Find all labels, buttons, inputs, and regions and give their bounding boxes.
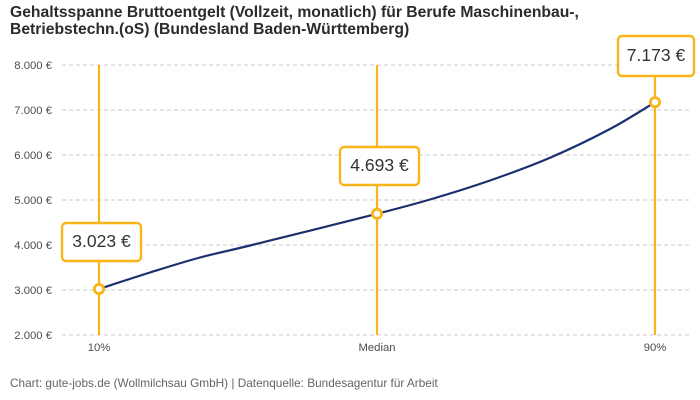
svg-text:4.000 €: 4.000 €: [14, 240, 52, 252]
svg-text:5.000 €: 5.000 €: [14, 195, 52, 207]
svg-text:3.000 €: 3.000 €: [14, 285, 52, 297]
svg-text:10%: 10%: [88, 342, 111, 354]
svg-text:7.173 €: 7.173 €: [627, 45, 686, 65]
svg-text:4.693 €: 4.693 €: [350, 155, 409, 175]
svg-text:3.023 €: 3.023 €: [72, 231, 131, 251]
svg-text:8.000 €: 8.000 €: [14, 60, 52, 72]
svg-text:90%: 90%: [644, 342, 667, 354]
svg-text:2.000 €: 2.000 €: [14, 330, 52, 342]
svg-text:Median: Median: [358, 342, 395, 354]
svg-text:6.000 €: 6.000 €: [14, 150, 52, 162]
svg-text:7.000 €: 7.000 €: [14, 105, 52, 117]
